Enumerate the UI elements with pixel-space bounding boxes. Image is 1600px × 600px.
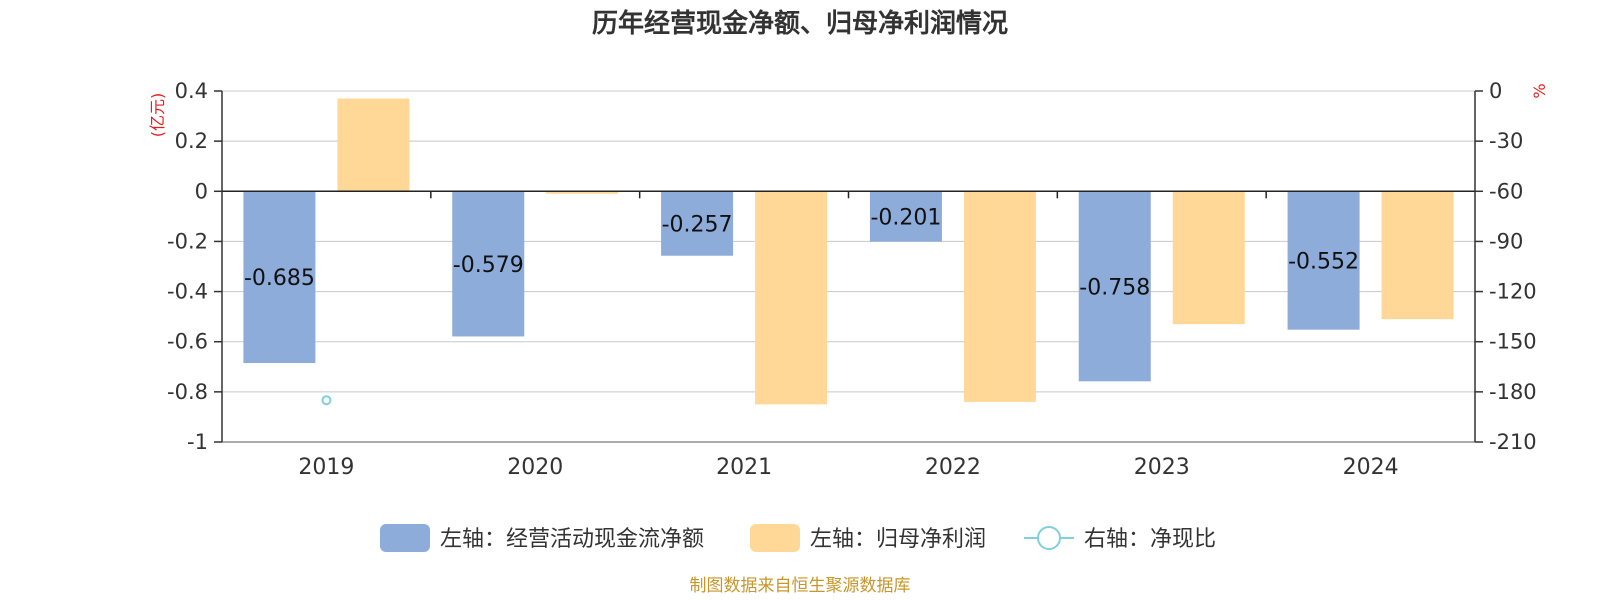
right-tick-label: -210 [1489, 430, 1537, 454]
right-axis-unit: % [1530, 83, 1549, 98]
right-tick-label: -60 [1489, 179, 1523, 203]
bar-cash-flow [869, 191, 942, 242]
data-label-cash-flow: -0.552 [1288, 249, 1359, 274]
bar-cash-flow [1287, 191, 1360, 330]
left-tick-label: -0.4 [167, 280, 208, 304]
bar-net-profit [1381, 191, 1454, 320]
right-tick-label: -120 [1489, 280, 1537, 304]
left-tick-label: -0.6 [167, 330, 208, 354]
data-label-cash-flow: -0.758 [1079, 275, 1150, 300]
right-tick-label: -30 [1489, 129, 1523, 153]
x-tick-label: 2023 [1134, 455, 1190, 480]
left-tick-label: 0 [195, 179, 208, 203]
legend-label: 左轴：归母净利润 [810, 527, 986, 552]
legend-swatch [750, 524, 800, 552]
bars [243, 98, 1454, 405]
left-tick-label: -0.8 [167, 380, 208, 404]
bar-net-profit [546, 191, 619, 194]
left-tick-label: 0.4 [175, 79, 208, 103]
data-label-cash-flow: -0.257 [662, 213, 733, 238]
x-tick-label: 2022 [925, 455, 981, 480]
data-label-cash-flow: -0.685 [244, 266, 315, 291]
left-axis-unit: (亿元) [148, 93, 167, 138]
bar-net-profit [337, 98, 410, 192]
data-label-cash-flow: -0.201 [870, 205, 941, 230]
right-tick-label: -180 [1489, 380, 1537, 404]
x-tick-label: 2021 [716, 455, 772, 480]
left-tick-label: 0.2 [175, 129, 208, 153]
source-note: 制图数据来自恒生聚源数据库 [690, 576, 911, 596]
data-label-cash-flow: -0.579 [453, 253, 524, 278]
right-tick-label: -90 [1489, 229, 1523, 253]
legend-marker [1037, 526, 1061, 550]
bar-net-profit [755, 191, 828, 405]
bar-cash-flow [661, 191, 734, 256]
ratio-point [321, 395, 332, 406]
axes: 0.4 0.2 0 -0.2 -0.4 -0.6 -0.8 -1 0 -30 -60 -90 -120 -… [167, 79, 1537, 480]
legend-swatch [380, 524, 430, 552]
bar-net-profit [1172, 191, 1245, 325]
bar-cash-flow [1078, 191, 1151, 382]
legend: 左轴：经营活动现金流净额 左轴：归母净利润 右轴：净现比 [380, 524, 1216, 552]
data-labels: -0.685 -0.579 -0.257 -0.201 -0.758 -0.552 [244, 205, 1359, 406]
chart-title: 历年经营现金净额、归母净利润情况 [592, 8, 1008, 39]
left-tick-label: -1 [187, 430, 208, 454]
bar-cash-flow [452, 191, 525, 337]
x-tick-label: 2020 [507, 455, 563, 480]
right-tick-label: 0 [1489, 79, 1502, 103]
x-tick-label: 2019 [298, 455, 354, 480]
legend-label: 右轴：净现比 [1084, 527, 1216, 552]
bar-cash-flow [243, 191, 316, 364]
grid [222, 90, 1475, 443]
right-tick-label: -150 [1489, 330, 1537, 354]
x-tick-label: 2024 [1343, 455, 1399, 480]
legend-label: 左轴：经营活动现金流净额 [440, 527, 704, 552]
left-tick-label: -0.2 [167, 229, 208, 253]
bar-net-profit [963, 191, 1036, 402]
